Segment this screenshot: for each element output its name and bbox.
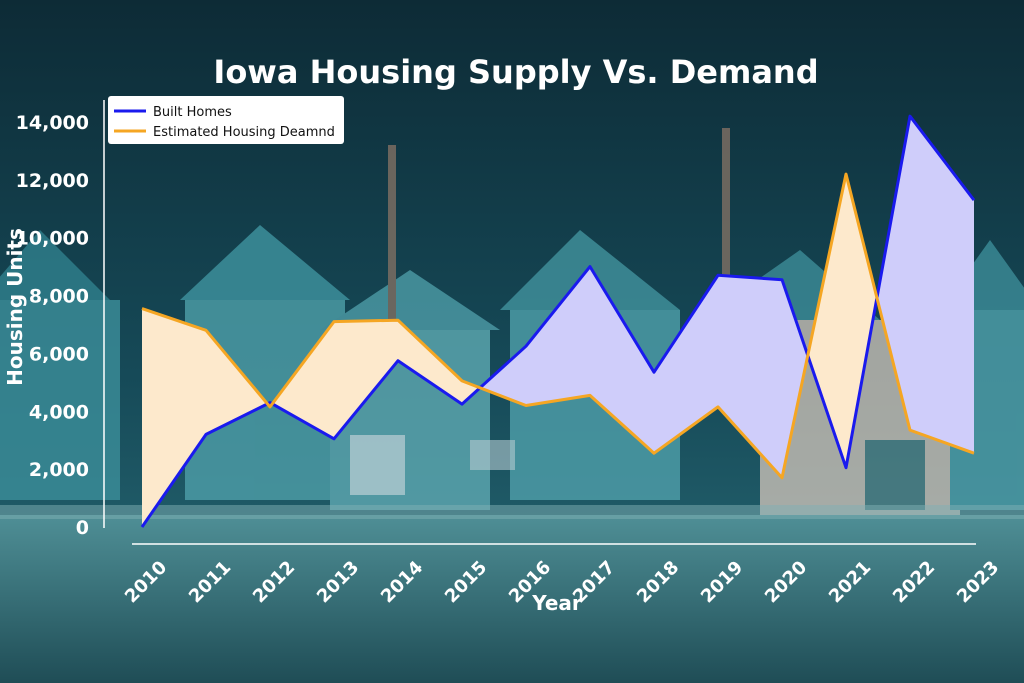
- x-axis-label: Year: [531, 591, 582, 615]
- fill-segment: [590, 266, 654, 454]
- fill-segment: [398, 320, 462, 405]
- chart-title: Iowa Housing Supply Vs. Demand: [213, 53, 818, 91]
- y-tick-label: 4,000: [29, 401, 89, 423]
- fill-segment: [654, 275, 718, 454]
- fill-segment: [718, 275, 782, 478]
- x-tick-label: 2021: [825, 557, 875, 607]
- series-lines: [140, 114, 976, 528]
- x-tick-label: 2010: [121, 557, 171, 607]
- fill-segment: [206, 330, 268, 435]
- y-tick-label: 10,000: [16, 228, 89, 250]
- y-tick-label: 14,000: [16, 112, 89, 134]
- legend: Built Homes Estimated Housing Deamnd: [108, 96, 344, 144]
- x-tick-label: 2020: [761, 557, 811, 607]
- x-tick-label: 2023: [953, 557, 1003, 607]
- fill-segment: [272, 321, 334, 439]
- fill-areas: [142, 116, 974, 527]
- fill-segment: [876, 116, 910, 431]
- fill-segment: [807, 174, 846, 468]
- x-tick-label: 2011: [185, 557, 235, 607]
- x-tick-label: 2013: [313, 557, 363, 607]
- x-tick-label: 2018: [633, 557, 683, 607]
- y-tick-label: 6,000: [29, 343, 89, 365]
- fill-segment: [910, 116, 974, 454]
- x-tick-label: 2015: [441, 557, 491, 607]
- y-axis-label: Housing Units: [3, 228, 27, 386]
- fill-segment: [142, 308, 206, 527]
- legend-label-built-homes: Built Homes: [153, 105, 232, 120]
- x-tick-label: 2022: [889, 557, 939, 607]
- fill-segment: [846, 174, 877, 468]
- y-tick-label: 0: [76, 517, 89, 539]
- legend-box: [108, 96, 344, 144]
- x-tick-label: 2019: [697, 557, 747, 607]
- series-line-built-homes: [140, 114, 976, 528]
- y-tick-label: 8,000: [29, 286, 89, 308]
- y-tick-labels: 0 2,000 4,000 6,000 8,000 10,000 12,000 14,000: [16, 112, 89, 539]
- y-tick-label: 12,000: [16, 170, 89, 192]
- x-tick-label: 2012: [249, 557, 299, 607]
- legend-label-estimated-demand: Estimated Housing Deamnd: [153, 125, 335, 140]
- y-tick-label: 2,000: [29, 459, 89, 481]
- fill-segment: [334, 320, 398, 439]
- fill-segment: [782, 279, 808, 478]
- fill-segment: [526, 266, 590, 406]
- x-tick-label: 2014: [377, 557, 427, 607]
- series-line-estimated-demand: [141, 172, 975, 480]
